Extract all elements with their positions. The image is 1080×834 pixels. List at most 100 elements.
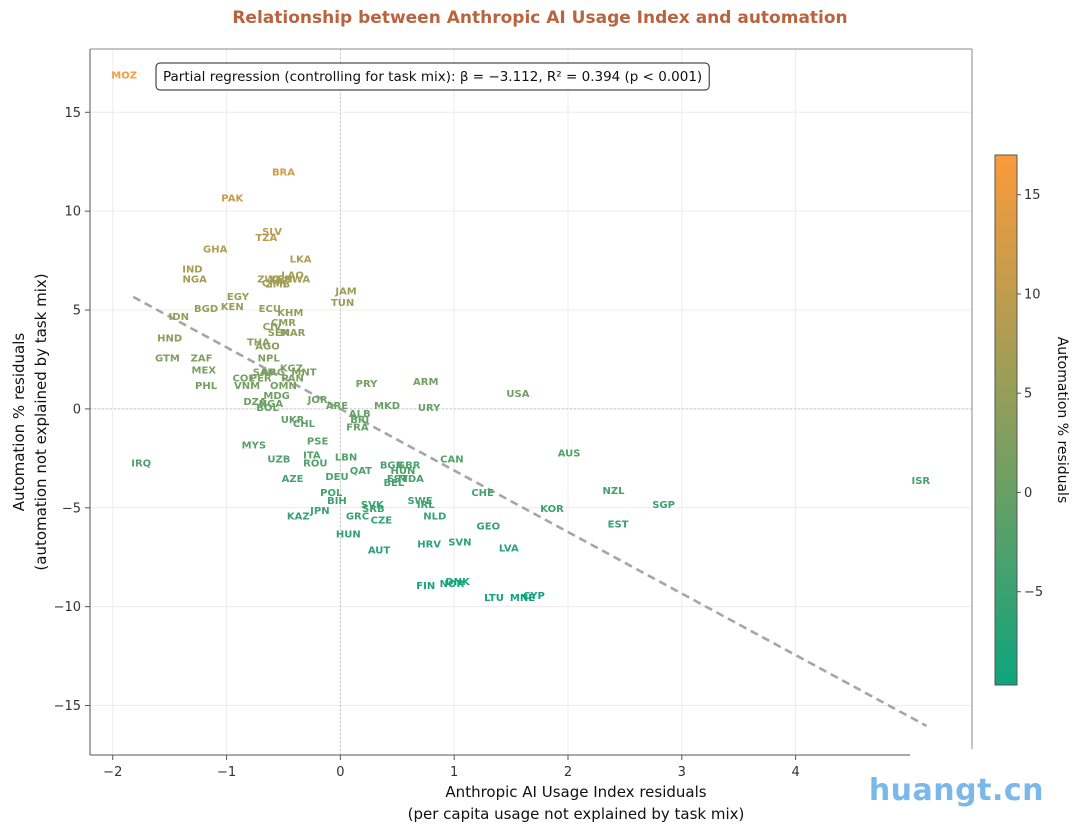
point-label-omn: OMN: [270, 381, 297, 392]
point-label-lao: LAO: [281, 270, 304, 281]
point-label-svk: SVK: [361, 500, 385, 511]
point-label-jor: JOR: [307, 395, 328, 406]
point-label-aze: AZE: [282, 474, 304, 485]
point-label-nga: NGA: [259, 399, 284, 410]
colorbar-tick-label: 5: [1024, 387, 1032, 402]
point-label-rwa: RWA: [284, 274, 310, 285]
point-label-lka: LKA: [290, 255, 312, 266]
point-label-rou: ROU: [303, 458, 327, 469]
point-label-mne: MNE: [510, 593, 535, 604]
point-label-hun: HUN: [336, 530, 361, 541]
point-label-ken: KEN: [270, 274, 293, 285]
point-label-bri: BRI: [350, 415, 369, 426]
point-label-dza: DZA: [243, 397, 267, 408]
point-label-lbn: LBN: [335, 452, 357, 463]
point-label-tza: TZA: [255, 233, 277, 244]
point-label-irq: IRQ: [131, 458, 151, 469]
point-label-nor: NOR: [440, 579, 465, 590]
regression-line: [132, 295, 928, 728]
point-label-isr: ISR: [911, 476, 930, 487]
x-axis-label: Anthropic AI Usage Index residuals: [445, 783, 706, 801]
point-label-pse: PSE: [307, 437, 329, 448]
point-label-phl: PHL: [195, 381, 218, 392]
point-label-aus: AUS: [558, 448, 581, 459]
point-label-moz: MOZ: [111, 71, 137, 82]
x-axis-label-sub: (per capita usage not explained by task …: [408, 805, 745, 823]
point-label-hrv: HRV: [417, 539, 441, 550]
point-label-per: PER: [250, 373, 272, 384]
point-label-est: EST: [608, 520, 629, 531]
point-label-cyp: CYP: [523, 591, 545, 602]
point-label-nga: NGA: [183, 274, 208, 285]
point-label-grc: GRC: [346, 512, 369, 523]
colorbar-tick-label: 10: [1024, 287, 1041, 302]
point-label-zaf: ZAF: [191, 354, 213, 365]
x-tick-label: −2: [103, 765, 122, 780]
point-label-deu: DEU: [325, 472, 348, 483]
y-axis-label-sub: (automation not explained by task mix): [32, 273, 50, 570]
point-label-sgp: SGP: [652, 500, 675, 511]
point-label-che: CHE: [471, 488, 494, 499]
colorbar: [994, 154, 1018, 686]
point-label-jpn: JPN: [309, 506, 329, 517]
point-label-ken: KEN: [221, 302, 244, 313]
point-label-kgz: KGZ: [280, 363, 303, 374]
point-label-irl: IRL: [417, 500, 435, 511]
point-label-ltu: LTU: [484, 593, 504, 604]
point-label-ury: URY: [418, 403, 441, 414]
x-tick-label: −1: [217, 765, 236, 780]
point-label-sau: SAU: [253, 367, 276, 378]
point-label-usa: USA: [506, 389, 529, 400]
point-label-ind: IND: [182, 265, 202, 276]
point-label-pry: PRY: [356, 379, 378, 390]
point-label-svn: SVN: [448, 537, 471, 548]
point-label-vnm: VNM: [234, 381, 260, 392]
colorbar-label: Automation % residuals: [1054, 337, 1070, 504]
colorbar-tick-label: 15: [1024, 188, 1041, 203]
point-label-srb: SRB: [362, 504, 385, 515]
point-label-arm: ARM: [413, 377, 438, 388]
point-label-bol: BOL: [256, 403, 279, 414]
point-label-tha: THA: [247, 338, 270, 349]
point-label-egy: EGY: [227, 292, 250, 303]
annotation-text: Partial regression (controlling for task…: [163, 69, 702, 85]
point-label-bih: BIH: [327, 496, 347, 507]
point-label-slv: SLV: [262, 227, 282, 238]
y-tick-label: 0: [73, 402, 81, 417]
point-label-civ: CIV: [263, 322, 282, 333]
point-label-mys: MYS: [242, 441, 266, 452]
point-label-npl: NPL: [258, 354, 281, 365]
colorbar-tick-label: −5: [1024, 585, 1043, 600]
point-label-arg: ARG: [261, 367, 285, 378]
point-label-hun: HUN: [391, 466, 416, 477]
point-label-bgd: BGD: [194, 304, 218, 315]
point-label-tun: TUN: [331, 298, 354, 309]
point-label-bgr: BGR: [380, 460, 404, 471]
point-label-mkd: MKD: [374, 401, 400, 412]
point-label-dnk: DNK: [445, 577, 471, 588]
point-label-jam: JAM: [334, 286, 356, 297]
point-label-bra: BRA: [272, 168, 295, 179]
point-label-ago: AGO: [255, 342, 279, 353]
x-tick-label: 4: [791, 765, 799, 780]
point-label-hnd: HND: [157, 334, 182, 345]
x-tick-label: 0: [336, 765, 344, 780]
point-label-kor: KOR: [540, 504, 564, 515]
point-label-ecu: ECU: [259, 304, 281, 315]
x-tick-label: 3: [678, 765, 686, 780]
point-label-cmr: CMR: [262, 278, 287, 289]
point-label-uzb: UZB: [267, 454, 290, 465]
point-label-nzl: NZL: [603, 486, 626, 497]
annotation-box: [155, 62, 710, 91]
colorbar-tick-label: 0: [1024, 486, 1032, 501]
point-label-qat: QAT: [350, 466, 372, 477]
point-label-can: CAN: [440, 454, 463, 465]
point-label-swe: SWE: [407, 496, 432, 507]
point-label-est: EST: [387, 474, 408, 485]
point-label-mnt: MNT: [291, 367, 316, 378]
point-label-gtm: GTM: [155, 354, 180, 365]
point-label-idn: IDN: [169, 312, 189, 323]
point-label-fra: FRA: [346, 423, 369, 434]
point-label-mex: MEX: [192, 365, 217, 376]
